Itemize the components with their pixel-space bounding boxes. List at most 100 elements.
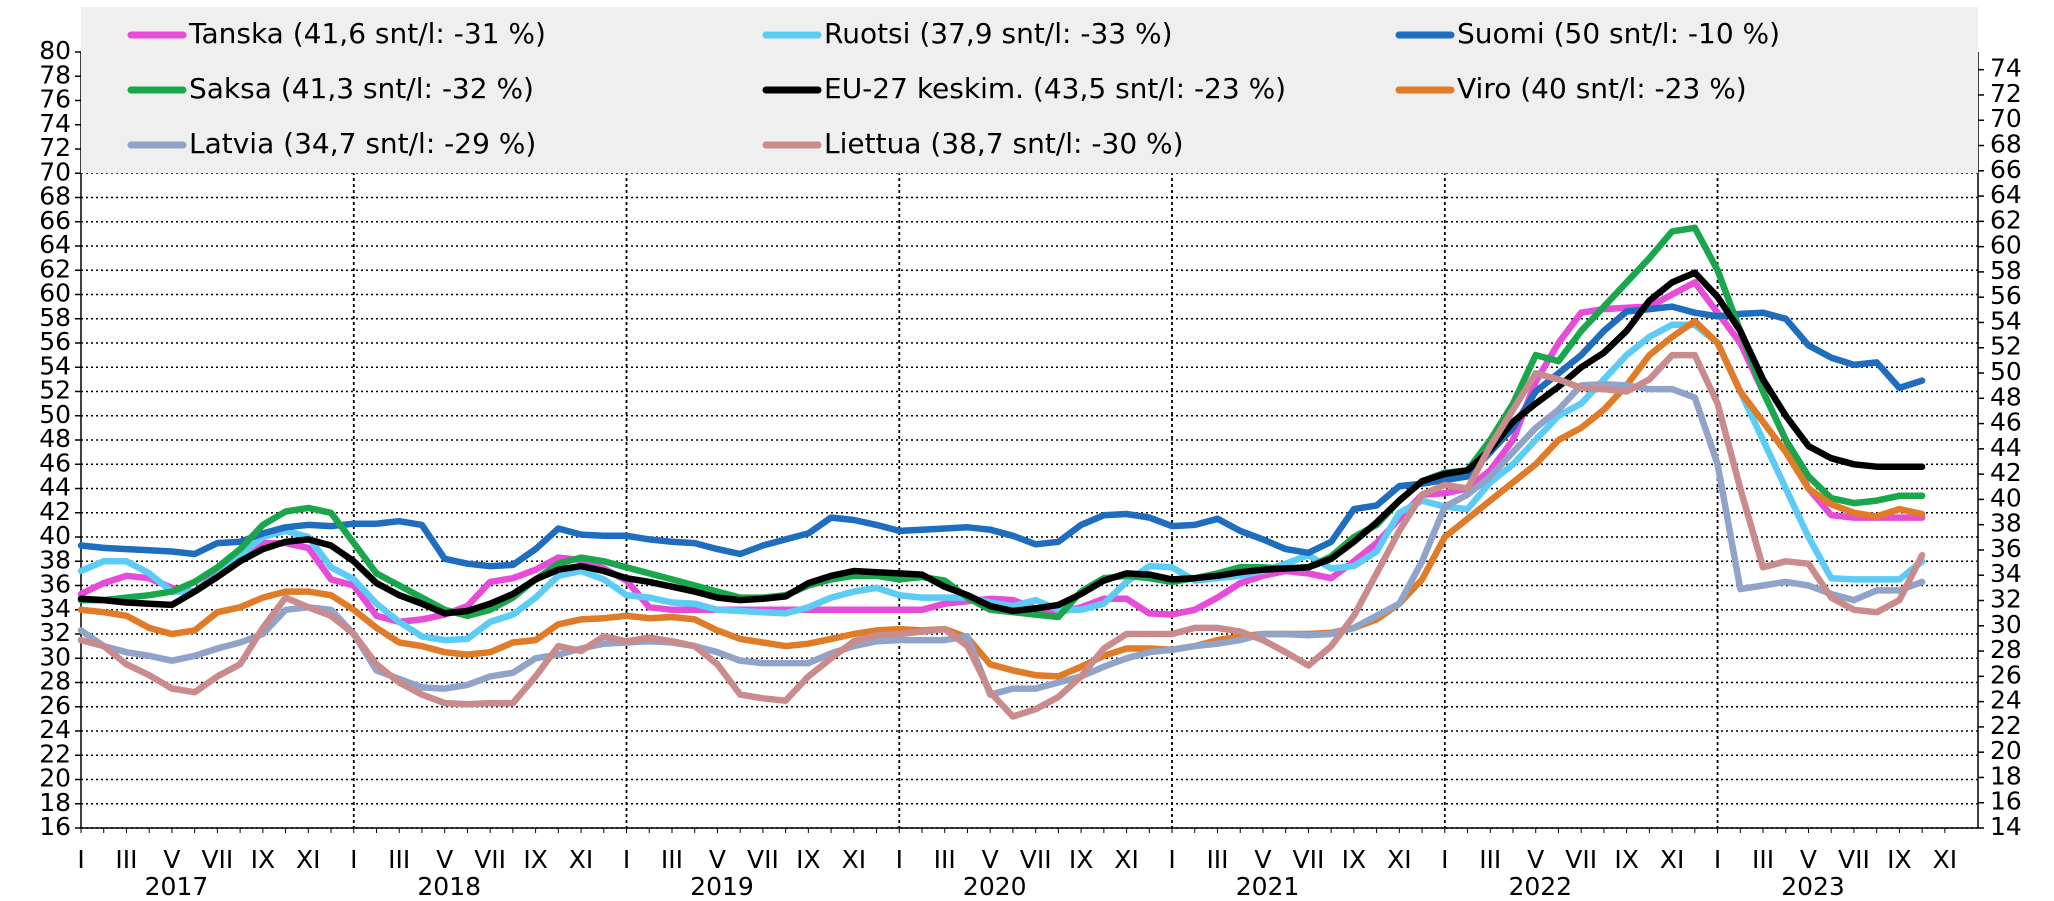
y-tick-label: 34 (39, 594, 71, 623)
y-tick-label: 54 (39, 351, 71, 380)
x-tick-label: IX (796, 845, 821, 874)
x-tick-label: VII (1292, 845, 1324, 874)
year-label: 2017 (145, 872, 209, 901)
y-tick-label: 70 (39, 157, 71, 186)
x-tick-label: III (661, 845, 683, 874)
x-tick-label: V (1527, 845, 1544, 874)
x-tick-label: V (1254, 845, 1271, 874)
y-tick-label: 64 (39, 230, 71, 259)
series-line (77, 351, 1926, 720)
y-tick-label: 80 (39, 36, 71, 65)
y2-tick-label: 42 (1990, 458, 2022, 487)
x-tick-label: VII (474, 845, 506, 874)
legend-label: EU-27 keskim. (43,5 snt/l: -23 %) (824, 72, 1286, 105)
y-tick-label: 48 (39, 424, 71, 453)
y-tick-label: 16 (39, 812, 71, 841)
x-tick-label: IX (1342, 845, 1367, 874)
x-tick-label: V (709, 845, 726, 874)
x-tick-label: IX (251, 845, 276, 874)
year-label: 2022 (1508, 872, 1572, 901)
y-tick-label: 74 (39, 109, 71, 138)
x-tick-label: III (1752, 845, 1774, 874)
x-tick-label: XI (842, 845, 867, 874)
y2-tick-label: 16 (1990, 787, 2022, 816)
y-tick-label: 36 (39, 570, 71, 599)
y2-tick-label: 56 (1990, 281, 2022, 310)
y-tick-label: 20 (39, 764, 71, 793)
legend-label: Tanska (41,6 snt/l: -31 %) (188, 17, 546, 50)
x-tick-label: I (77, 845, 84, 874)
y-tick-label: 66 (39, 206, 71, 235)
x-tick-label: VII (1565, 845, 1597, 874)
x-tick-label: I (623, 845, 630, 874)
y2-tick-label: 44 (1990, 433, 2022, 462)
x-tick-label: V (1800, 845, 1817, 874)
x-tick-label: I (1168, 845, 1175, 874)
y-tick-label: 40 (39, 521, 71, 550)
x-tick-label: I (896, 845, 903, 874)
year-label: 2019 (690, 872, 754, 901)
y2-tick-label: 52 (1990, 332, 2022, 361)
x-tick-label: IX (1614, 845, 1639, 874)
y-tick-label: 44 (39, 473, 71, 502)
x-tick-label: VII (1020, 845, 1052, 874)
y2-tick-label: 40 (1990, 483, 2022, 512)
y-tick-label: 78 (39, 60, 71, 89)
y-tick-label: 60 (39, 279, 71, 308)
y2-tick-label: 38 (1990, 509, 2022, 538)
series-line (77, 224, 1926, 621)
x-tick-label: I (1441, 845, 1448, 874)
y2-tick-label: 68 (1990, 130, 2022, 159)
y2-tick-label: 34 (1990, 559, 2022, 588)
legend-label: Suomi (50 snt/l: -10 %) (1457, 17, 1780, 50)
x-tick-label: III (115, 845, 137, 874)
y-tick-label: 26 (39, 691, 71, 720)
y2-tick-label: 18 (1990, 761, 2022, 790)
x-tick-label: III (388, 845, 410, 874)
year-label: 2021 (1236, 872, 1300, 901)
x-tick-label: I (350, 845, 357, 874)
y-tick-label: 30 (39, 642, 71, 671)
y2-tick-label: 28 (1990, 635, 2022, 664)
y-tick-label: 24 (39, 715, 71, 744)
y2-tick-label: 66 (1990, 155, 2022, 184)
y-tick-label: 58 (39, 303, 71, 332)
x-tick-label: XI (1387, 845, 1412, 874)
year-label: 2018 (417, 872, 481, 901)
y-tick-label: 72 (39, 133, 71, 162)
y2-tick-label: 64 (1990, 180, 2022, 209)
y2-tick-label: 72 (1990, 79, 2022, 108)
y2-tick-label: 24 (1990, 686, 2022, 715)
x-tick-label: XI (296, 845, 321, 874)
y2-tick-label: 60 (1990, 231, 2022, 260)
year-label: 2020 (963, 872, 1027, 901)
y-tick-label: 68 (39, 182, 71, 211)
y2-tick-label: 74 (1990, 54, 2022, 83)
x-tick-label: XI (1933, 845, 1958, 874)
y2-tick-label: 30 (1990, 610, 2022, 639)
legend-label: Liettua (38,7 snt/l: -30 %) (824, 127, 1184, 160)
y-tick-label: 22 (39, 739, 71, 768)
legend-label: Viro (40 snt/l: -23 %) (1457, 72, 1747, 105)
y-tick-label: 46 (39, 448, 71, 477)
y2-tick-label: 14 (1990, 812, 2022, 841)
legend-label: Saksa (41,3 snt/l: -32 %) (189, 72, 534, 105)
y2-tick-label: 46 (1990, 408, 2022, 437)
x-tick-label: VII (747, 845, 779, 874)
y2-tick-label: 32 (1990, 585, 2022, 614)
x-tick-label: V (436, 845, 453, 874)
y-tick-label: 38 (39, 545, 71, 574)
series-line (77, 380, 1926, 698)
y2-tick-label: 26 (1990, 660, 2022, 689)
y-tick-label: 50 (39, 400, 71, 429)
y2-tick-label: 54 (1990, 306, 2022, 335)
x-tick-label: I (1714, 845, 1721, 874)
x-tick-label: XI (569, 845, 594, 874)
x-tick-label: V (163, 845, 180, 874)
y2-tick-label: 22 (1990, 711, 2022, 740)
y-tick-label: 42 (39, 497, 71, 526)
y-tick-label: 52 (39, 376, 71, 405)
series-line (77, 279, 1926, 626)
legend-box (81, 7, 1978, 174)
